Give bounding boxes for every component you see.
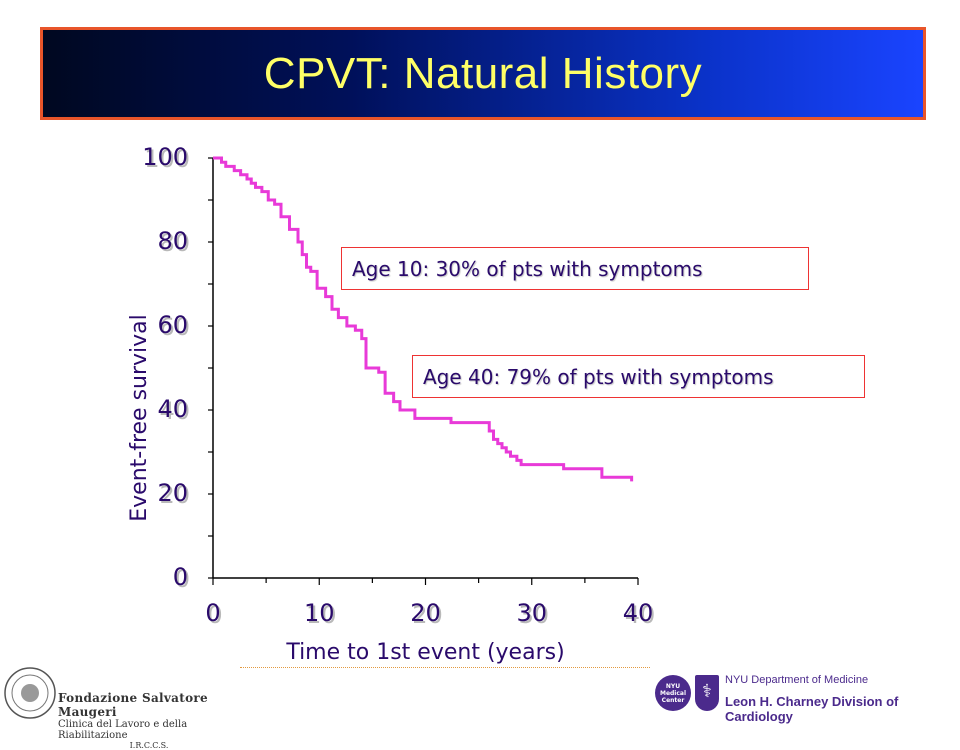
y-tick-label: 40 — [157, 395, 188, 423]
maugeri-logo: Fondazione Salvatore Maugeri Clinica del… — [0, 665, 240, 750]
maugeri-subtitle: Clinica del Lavoro e della Riabilitazion… — [58, 719, 188, 741]
y-tick-label: 20 — [157, 479, 188, 507]
x-tick-label: 20 — [410, 599, 441, 627]
chart-series — [213, 156, 634, 482]
y-tick-label-shadow: 20 — [159, 481, 190, 509]
maugeri-name: Fondazione Salvatore Maugeri — [58, 691, 208, 719]
maugeri-irccs: I.R.C.C.S. — [129, 741, 169, 750]
x-tick-label: 30 — [516, 599, 547, 627]
x-tick-label: 40 — [623, 599, 654, 627]
x-tick-label-shadow: 0 — [207, 601, 222, 629]
annotation-age-40: Age 40: 79% of pts with symptoms — [412, 355, 865, 398]
y-tick-label-shadow: 100 — [144, 145, 190, 173]
nyu-badge: NYU Medical Center — [655, 675, 691, 711]
title-banner: CPVT: Natural History — [40, 27, 926, 120]
y-tick-label: 100 — [142, 143, 188, 171]
y-tick-label: 0 — [173, 563, 188, 591]
y-tick-label-shadow: 60 — [159, 313, 190, 341]
slide-title: CPVT: Natural History — [263, 48, 703, 98]
y-tick-label-shadow: 80 — [159, 229, 190, 257]
x-tick-label-shadow: 40 — [625, 601, 656, 629]
nyu-logo: NYU Medical Center ⚕ NYU Department of M… — [655, 670, 960, 724]
nyu-department: NYU Department of Medicine — [725, 674, 869, 686]
caduceus-icon: ⚕ — [695, 675, 719, 711]
footer-divider — [240, 667, 650, 668]
y-tick-label-shadow: 0 — [175, 565, 190, 593]
survival-curve — [213, 156, 634, 482]
chart-ticks — [208, 157, 639, 585]
y-tick-label-shadow: 40 — [159, 397, 190, 425]
y-tick-label: 80 — [157, 227, 188, 255]
x-tick-label: 10 — [304, 599, 335, 627]
annotation-age-10: Age 10: 30% of pts with symptoms — [341, 247, 809, 290]
y-tick-label: 60 — [157, 311, 188, 339]
chart-axis-titles: Time to 1st event (years) Event-free surv… — [127, 314, 565, 665]
x-axis-title: Time to 1st event (years) — [285, 640, 564, 665]
x-tick-label-shadow: 10 — [306, 601, 337, 629]
x-tick-label-shadow: 30 — [518, 601, 549, 629]
x-tick-label-shadow: 20 — [412, 601, 443, 629]
maugeri-seal-icon — [4, 667, 56, 719]
x-tick-label: 0 — [205, 599, 220, 627]
y-axis-title: Event-free survival — [127, 314, 152, 522]
